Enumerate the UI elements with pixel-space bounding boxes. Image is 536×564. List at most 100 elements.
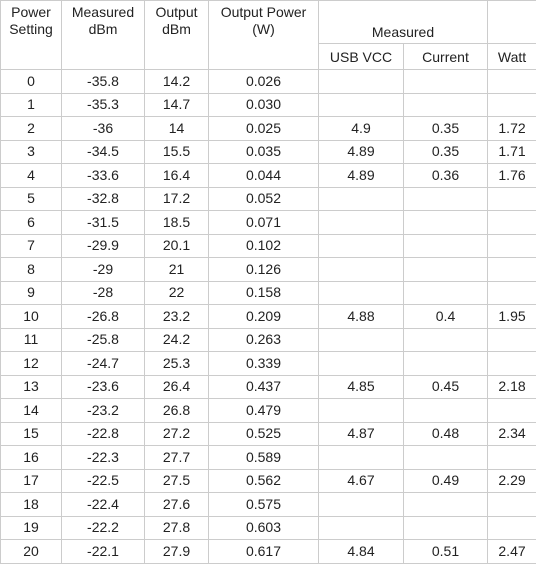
cell-usb-vcc[interactable] [319,211,404,235]
cell-watt[interactable] [488,516,536,540]
cell-current[interactable]: 0.36 [404,164,488,188]
cell-current[interactable] [404,258,488,282]
cell-measured-dbm[interactable]: -29 [62,258,145,282]
header-blank-cell[interactable] [488,1,536,44]
cell-watt[interactable] [488,446,536,470]
cell-current[interactable] [404,93,488,117]
cell-output-dbm[interactable]: 27.9 [145,540,209,564]
cell-output-power[interactable]: 0.603 [209,516,319,540]
cell-measured-dbm[interactable]: -22.3 [62,446,145,470]
cell-usb-vcc[interactable] [319,446,404,470]
cell-watt[interactable] [488,70,536,94]
cell-output-dbm[interactable]: 14 [145,117,209,141]
cell-current[interactable] [404,446,488,470]
cell-power-setting[interactable]: 11 [1,328,62,352]
header-output-power[interactable]: Output Power (W) [209,1,319,70]
header-usb-vcc[interactable]: USB VCC [319,44,404,70]
cell-measured-dbm[interactable]: -31.5 [62,211,145,235]
cell-output-power[interactable]: 0.339 [209,352,319,376]
cell-watt[interactable]: 1.95 [488,305,536,329]
header-output-dbm[interactable]: Output dBm [145,1,209,70]
cell-power-setting[interactable]: 6 [1,211,62,235]
cell-usb-vcc[interactable] [319,187,404,211]
cell-current[interactable]: 0.45 [404,375,488,399]
cell-measured-dbm[interactable]: -25.8 [62,328,145,352]
cell-output-power[interactable]: 0.263 [209,328,319,352]
cell-output-power[interactable]: 0.044 [209,164,319,188]
header-measured-group[interactable]: Measured [319,1,488,44]
cell-power-setting[interactable]: 7 [1,234,62,258]
cell-usb-vcc[interactable]: 4.67 [319,469,404,493]
cell-output-dbm[interactable]: 21 [145,258,209,282]
cell-measured-dbm[interactable]: -22.5 [62,469,145,493]
cell-measured-dbm[interactable]: -22.1 [62,540,145,564]
cell-current[interactable]: 0.35 [404,140,488,164]
cell-power-setting[interactable]: 1 [1,93,62,117]
cell-usb-vcc[interactable] [319,399,404,423]
cell-watt[interactable] [488,187,536,211]
cell-measured-dbm[interactable]: -35.8 [62,70,145,94]
cell-power-setting[interactable]: 3 [1,140,62,164]
cell-output-power[interactable]: 0.026 [209,70,319,94]
cell-current[interactable] [404,281,488,305]
cell-current[interactable] [404,352,488,376]
cell-current[interactable]: 0.4 [404,305,488,329]
cell-power-setting[interactable]: 17 [1,469,62,493]
cell-measured-dbm[interactable]: -34.5 [62,140,145,164]
cell-output-dbm[interactable]: 14.7 [145,93,209,117]
cell-usb-vcc[interactable]: 4.87 [319,422,404,446]
cell-power-setting[interactable]: 16 [1,446,62,470]
cell-power-setting[interactable]: 14 [1,399,62,423]
cell-measured-dbm[interactable]: -33.6 [62,164,145,188]
cell-output-power[interactable]: 0.209 [209,305,319,329]
cell-watt[interactable] [488,352,536,376]
cell-power-setting[interactable]: 4 [1,164,62,188]
cell-current[interactable] [404,399,488,423]
cell-output-dbm[interactable]: 25.3 [145,352,209,376]
cell-power-setting[interactable]: 10 [1,305,62,329]
cell-output-dbm[interactable]: 27.7 [145,446,209,470]
header-current[interactable]: Current [404,44,488,70]
header-watt[interactable]: Watt [488,44,536,70]
cell-usb-vcc[interactable] [319,70,404,94]
cell-output-power[interactable]: 0.071 [209,211,319,235]
cell-watt[interactable] [488,281,536,305]
cell-power-setting[interactable]: 2 [1,117,62,141]
cell-output-dbm[interactable]: 27.5 [145,469,209,493]
cell-output-power[interactable]: 0.589 [209,446,319,470]
cell-current[interactable] [404,328,488,352]
cell-output-power[interactable]: 0.437 [209,375,319,399]
cell-watt[interactable]: 2.18 [488,375,536,399]
cell-measured-dbm[interactable]: -22.8 [62,422,145,446]
header-measured-dbm[interactable]: Measured dBm [62,1,145,70]
cell-measured-dbm[interactable]: -22.2 [62,516,145,540]
cell-current[interactable]: 0.35 [404,117,488,141]
cell-measured-dbm[interactable]: -24.7 [62,352,145,376]
cell-usb-vcc[interactable]: 4.85 [319,375,404,399]
cell-output-dbm[interactable]: 15.5 [145,140,209,164]
cell-output-dbm[interactable]: 26.8 [145,399,209,423]
cell-power-setting[interactable]: 19 [1,516,62,540]
cell-output-dbm[interactable]: 24.2 [145,328,209,352]
cell-watt[interactable] [488,328,536,352]
cell-current[interactable] [404,516,488,540]
cell-usb-vcc[interactable] [319,328,404,352]
cell-output-dbm[interactable]: 14.2 [145,70,209,94]
cell-output-dbm[interactable]: 26.4 [145,375,209,399]
cell-measured-dbm[interactable]: -29.9 [62,234,145,258]
cell-watt[interactable]: 1.76 [488,164,536,188]
cell-current[interactable]: 0.51 [404,540,488,564]
cell-output-power[interactable]: 0.479 [209,399,319,423]
cell-output-dbm[interactable]: 27.6 [145,493,209,517]
cell-output-dbm[interactable]: 22 [145,281,209,305]
cell-usb-vcc[interactable]: 4.84 [319,540,404,564]
cell-power-setting[interactable]: 0 [1,70,62,94]
cell-watt[interactable]: 1.71 [488,140,536,164]
cell-output-power[interactable]: 0.052 [209,187,319,211]
cell-measured-dbm[interactable]: -23.2 [62,399,145,423]
cell-watt[interactable]: 1.72 [488,117,536,141]
cell-watt[interactable]: 2.47 [488,540,536,564]
cell-watt[interactable] [488,234,536,258]
cell-watt[interactable] [488,258,536,282]
cell-output-dbm[interactable]: 27.2 [145,422,209,446]
